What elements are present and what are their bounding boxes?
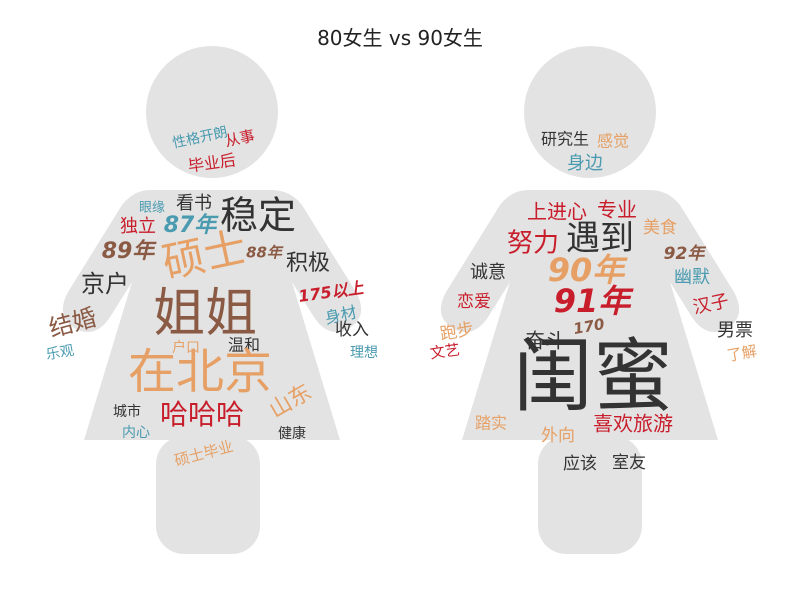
word-right-18: 奋斗 [525,329,565,353]
word-left-13: 姐姐 [153,284,257,344]
word-left-16: 结婚 [46,303,100,342]
word-right-6: 遇到 [566,219,634,259]
word-right-25: 应该 [563,454,597,474]
word-left-7: 87年 [164,212,220,238]
word-left-24: 城市 [113,403,141,420]
word-right-16: 170 [572,315,606,338]
chart-title: 80女生 vs 90女生 [317,26,483,50]
word-right-13: 91年 [554,282,635,320]
word-right-20: 了解 [726,342,759,365]
word-right-21: 闺蜜 [513,330,673,423]
word-left-1: 从事 [223,127,256,151]
word-right-9: 诚意 [470,262,506,283]
silhouette-left [62,46,362,554]
word-left-22: 理想 [350,345,378,361]
word-left-17: 户口 [172,339,200,356]
word-left-26: 内心 [122,425,150,441]
word-left-5: 稳定 [220,194,296,238]
word-right-8: 92年 [664,244,707,264]
word-left-10: 88年 [246,244,284,262]
word-left-20: 乐观 [45,343,75,364]
word-right-11: 幽默 [674,267,710,288]
word-left-4: 看书 [176,193,212,214]
word-left-21: 在北京 [128,344,272,400]
word-right-22: 踏实 [475,414,507,433]
word-left-27: 健康 [278,425,306,442]
word-left-6: 独立 [120,216,156,237]
word-right-12: 恋爱 [457,291,491,312]
word-right-5: 美食 [643,218,677,238]
word-right-19: 文艺 [429,341,461,363]
word-left-12: 京户 [81,270,129,298]
word-right-26: 室友 [612,453,646,473]
silhouette-right [440,46,740,554]
word-right-0: 研究生 [541,130,589,149]
word-right-3: 上进心 [527,200,587,224]
word-left-25: 哈哈哈 [160,398,244,431]
word-left-19: 收入 [335,320,369,340]
word-right-10: 90年 [548,251,629,289]
word-right-1: 感觉 [597,132,629,151]
word-right-24: 喜欢旅游 [593,412,673,436]
word-left-8: 89年 [102,238,158,264]
word-right-17: 男票 [717,320,753,341]
word-right-23: 外向 [541,426,575,446]
word-left-18: 温和 [228,336,260,355]
word-right-2: 身边 [567,153,603,174]
word-left-11: 积极 [286,251,330,276]
word-right-4: 专业 [597,198,637,222]
word-left-3: 眼缘 [139,201,165,216]
word-right-7: 努力 [507,229,559,259]
